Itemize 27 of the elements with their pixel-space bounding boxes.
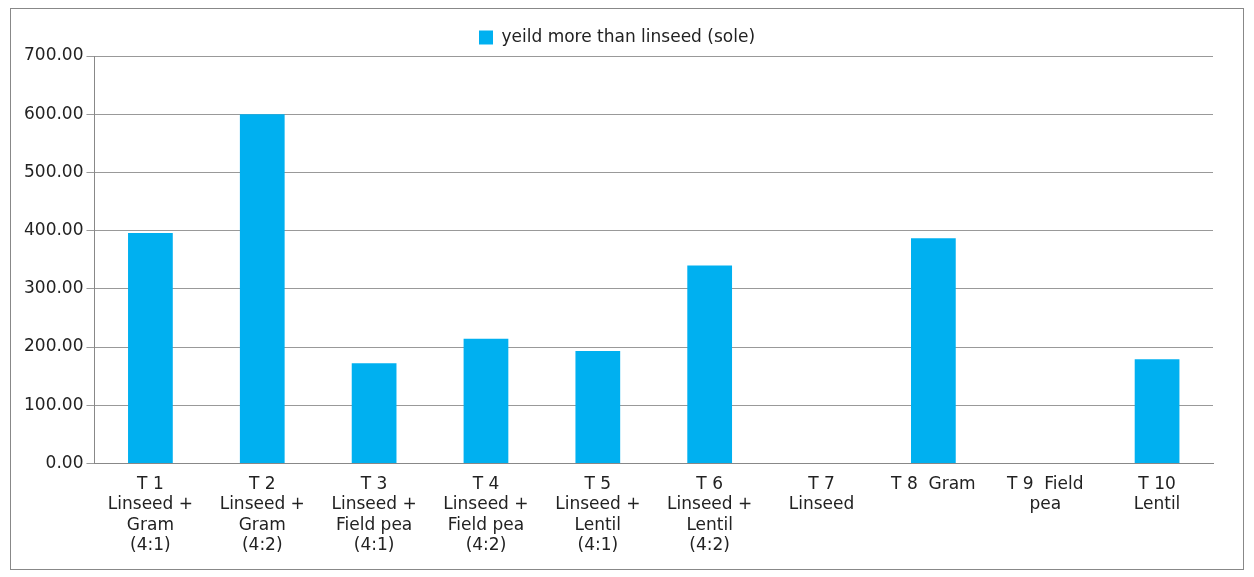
x-tick-label: T 2 Linseed + Gram (4:2) bbox=[219, 473, 305, 555]
x-tick-label: T 3 Linseed + Field pea (4:1) bbox=[331, 473, 417, 555]
x-tick-label: T 4 Linseed + Field pea (4:2) bbox=[443, 473, 529, 555]
y-tick-label: 700.00 bbox=[24, 44, 84, 65]
bar bbox=[911, 238, 956, 463]
bar bbox=[1134, 359, 1180, 463]
bar bbox=[687, 265, 733, 463]
y-tick-label: 0.00 bbox=[45, 451, 84, 472]
bar bbox=[575, 351, 621, 463]
bar bbox=[351, 363, 397, 463]
x-tick-label: T 1 Linseed + Gram (4:1) bbox=[107, 473, 193, 555]
bar bbox=[463, 338, 509, 463]
bar bbox=[128, 232, 173, 463]
y-tick-label: 300.00 bbox=[24, 277, 84, 298]
x-tick-label: T 8 Gram bbox=[890, 473, 976, 494]
x-tick-label: T 10 Lentil bbox=[1133, 473, 1181, 514]
y-tick-label: 200.00 bbox=[24, 335, 84, 356]
x-tick-label: T 9 Field pea bbox=[1005, 473, 1084, 514]
y-tick-label: 600.00 bbox=[24, 102, 84, 123]
x-tick-label: T 7 Linseed bbox=[788, 473, 855, 514]
y-tick-label: 100.00 bbox=[24, 393, 84, 414]
x-tick-label: T 6 Linseed + Lentil (4:2) bbox=[667, 473, 753, 555]
bar bbox=[239, 114, 285, 463]
x-tick-label: T 5 Linseed + Lentil (4:1) bbox=[555, 473, 641, 555]
y-tick-label: 400.00 bbox=[24, 219, 84, 240]
legend-label: yeild more than linseed (sole) bbox=[501, 25, 756, 46]
y-tick-label: 500.00 bbox=[24, 160, 84, 181]
